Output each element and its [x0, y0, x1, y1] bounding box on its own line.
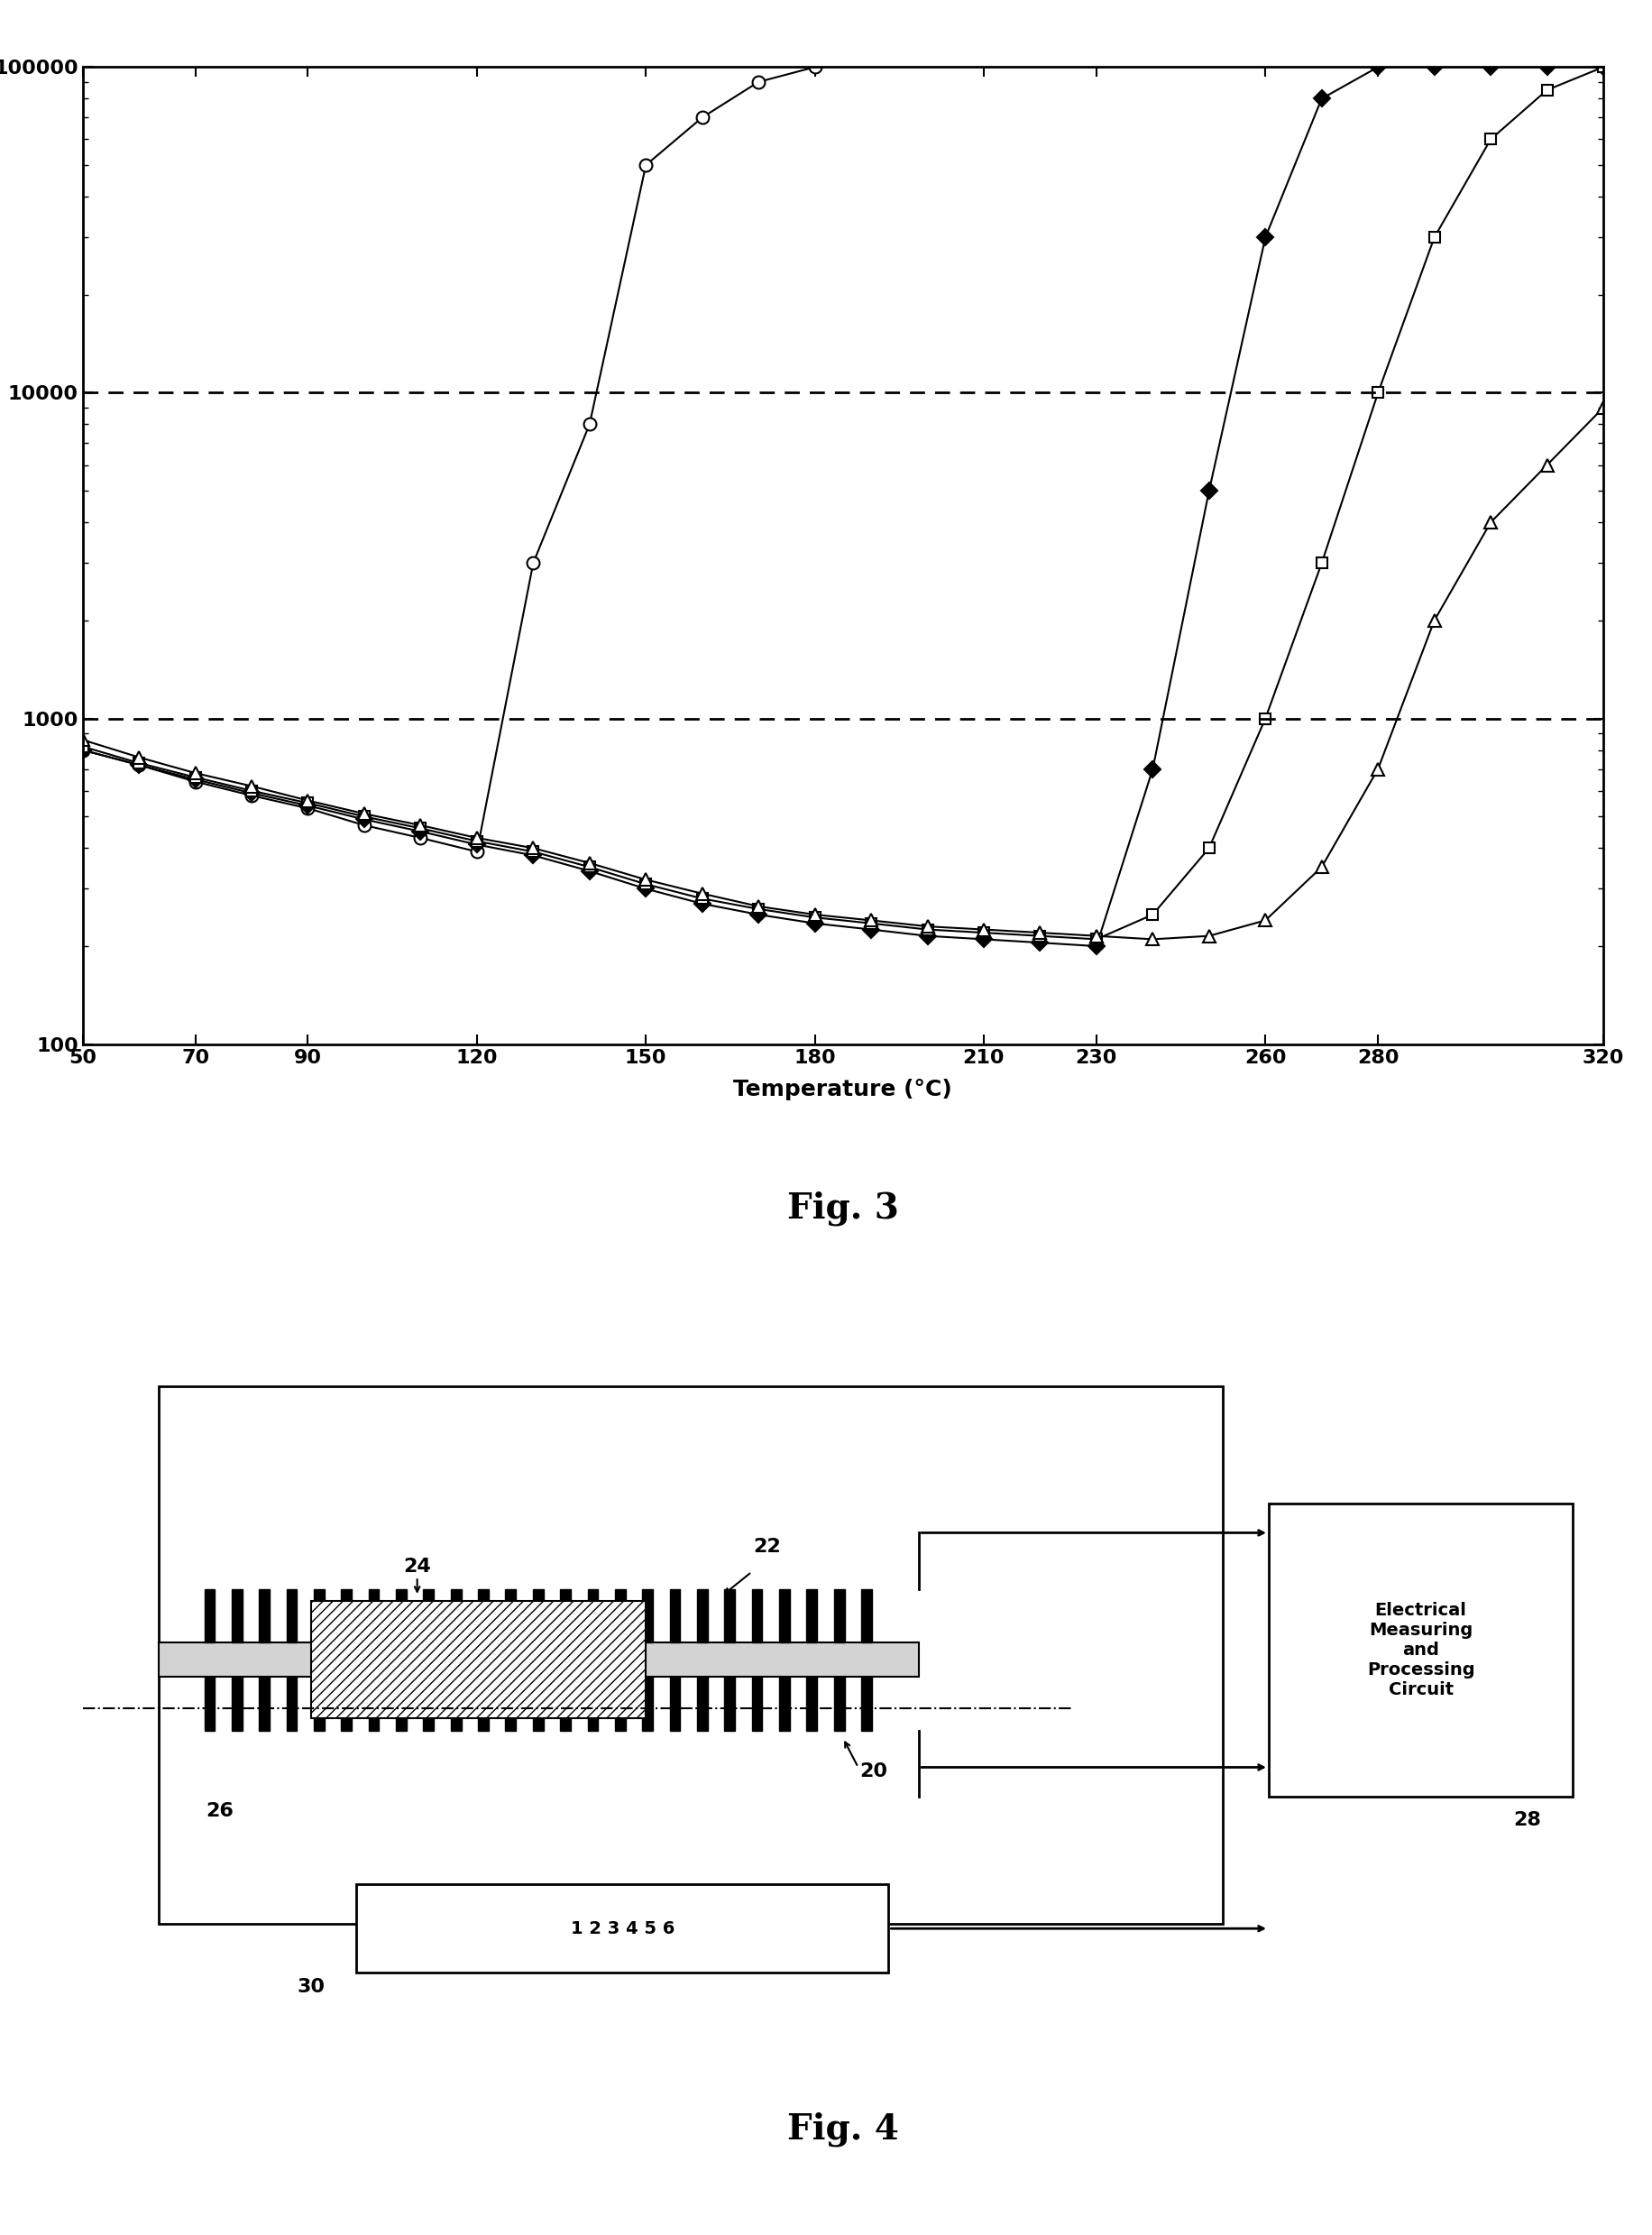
Bar: [861, 1676, 871, 1730]
Bar: [643, 1589, 653, 1643]
Bar: [697, 1589, 707, 1643]
Text: 20: 20: [859, 1763, 887, 1781]
Bar: [451, 1589, 461, 1643]
Bar: [314, 1676, 324, 1730]
Bar: [778, 1589, 790, 1643]
Bar: [423, 1676, 434, 1730]
Bar: [477, 1589, 489, 1643]
Text: Electrical
Measuring
and
Processing
Circuit: Electrical Measuring and Processing Circ…: [1366, 1602, 1474, 1699]
Bar: [396, 1589, 406, 1643]
Text: Fig. 4: Fig. 4: [786, 2112, 899, 2146]
Bar: [586, 1676, 598, 1730]
Text: Fig. 3: Fig. 3: [786, 1191, 899, 1225]
Bar: [697, 1676, 707, 1730]
Bar: [231, 1676, 243, 1730]
Bar: [286, 1676, 297, 1730]
Bar: [311, 1600, 644, 1719]
Bar: [752, 1589, 762, 1643]
Bar: [724, 1676, 735, 1730]
Bar: [506, 1589, 515, 1643]
Bar: [340, 1676, 352, 1730]
Bar: [259, 1589, 269, 1643]
Text: 30: 30: [297, 1978, 324, 1996]
Bar: [560, 1589, 570, 1643]
Bar: [340, 1589, 352, 1643]
Bar: [560, 1676, 570, 1730]
Bar: [532, 1676, 544, 1730]
Text: 1 2 3 4 5 6: 1 2 3 4 5 6: [570, 1920, 674, 1938]
Bar: [724, 1589, 735, 1643]
Bar: [159, 1643, 919, 1676]
Text: 24: 24: [403, 1558, 431, 1576]
Bar: [586, 1589, 598, 1643]
Bar: [861, 1589, 871, 1643]
Bar: [643, 1676, 653, 1730]
Bar: [752, 1676, 762, 1730]
Bar: [833, 1589, 844, 1643]
Bar: [451, 1676, 461, 1730]
X-axis label: Temperature (°C): Temperature (°C): [733, 1080, 952, 1102]
Bar: [669, 1589, 681, 1643]
Bar: [532, 1589, 544, 1643]
Bar: [615, 1676, 624, 1730]
Bar: [669, 1676, 681, 1730]
Bar: [368, 1676, 378, 1730]
Bar: [615, 1589, 624, 1643]
Bar: [286, 1589, 297, 1643]
Bar: [423, 1589, 434, 1643]
Bar: [396, 1676, 406, 1730]
Bar: [806, 1676, 816, 1730]
FancyBboxPatch shape: [357, 1884, 889, 1974]
Bar: [778, 1676, 790, 1730]
Bar: [368, 1589, 378, 1643]
Text: 28: 28: [1513, 1813, 1540, 1830]
Text: 26: 26: [205, 1801, 233, 1819]
Text: 22: 22: [753, 1538, 780, 1556]
Bar: [259, 1676, 269, 1730]
FancyBboxPatch shape: [159, 1386, 1222, 1924]
Bar: [205, 1589, 215, 1643]
Bar: [506, 1676, 515, 1730]
Bar: [205, 1676, 215, 1730]
Bar: [231, 1589, 243, 1643]
Bar: [833, 1676, 844, 1730]
Bar: [806, 1589, 816, 1643]
Bar: [477, 1676, 489, 1730]
Bar: [314, 1589, 324, 1643]
FancyBboxPatch shape: [1269, 1504, 1573, 1797]
